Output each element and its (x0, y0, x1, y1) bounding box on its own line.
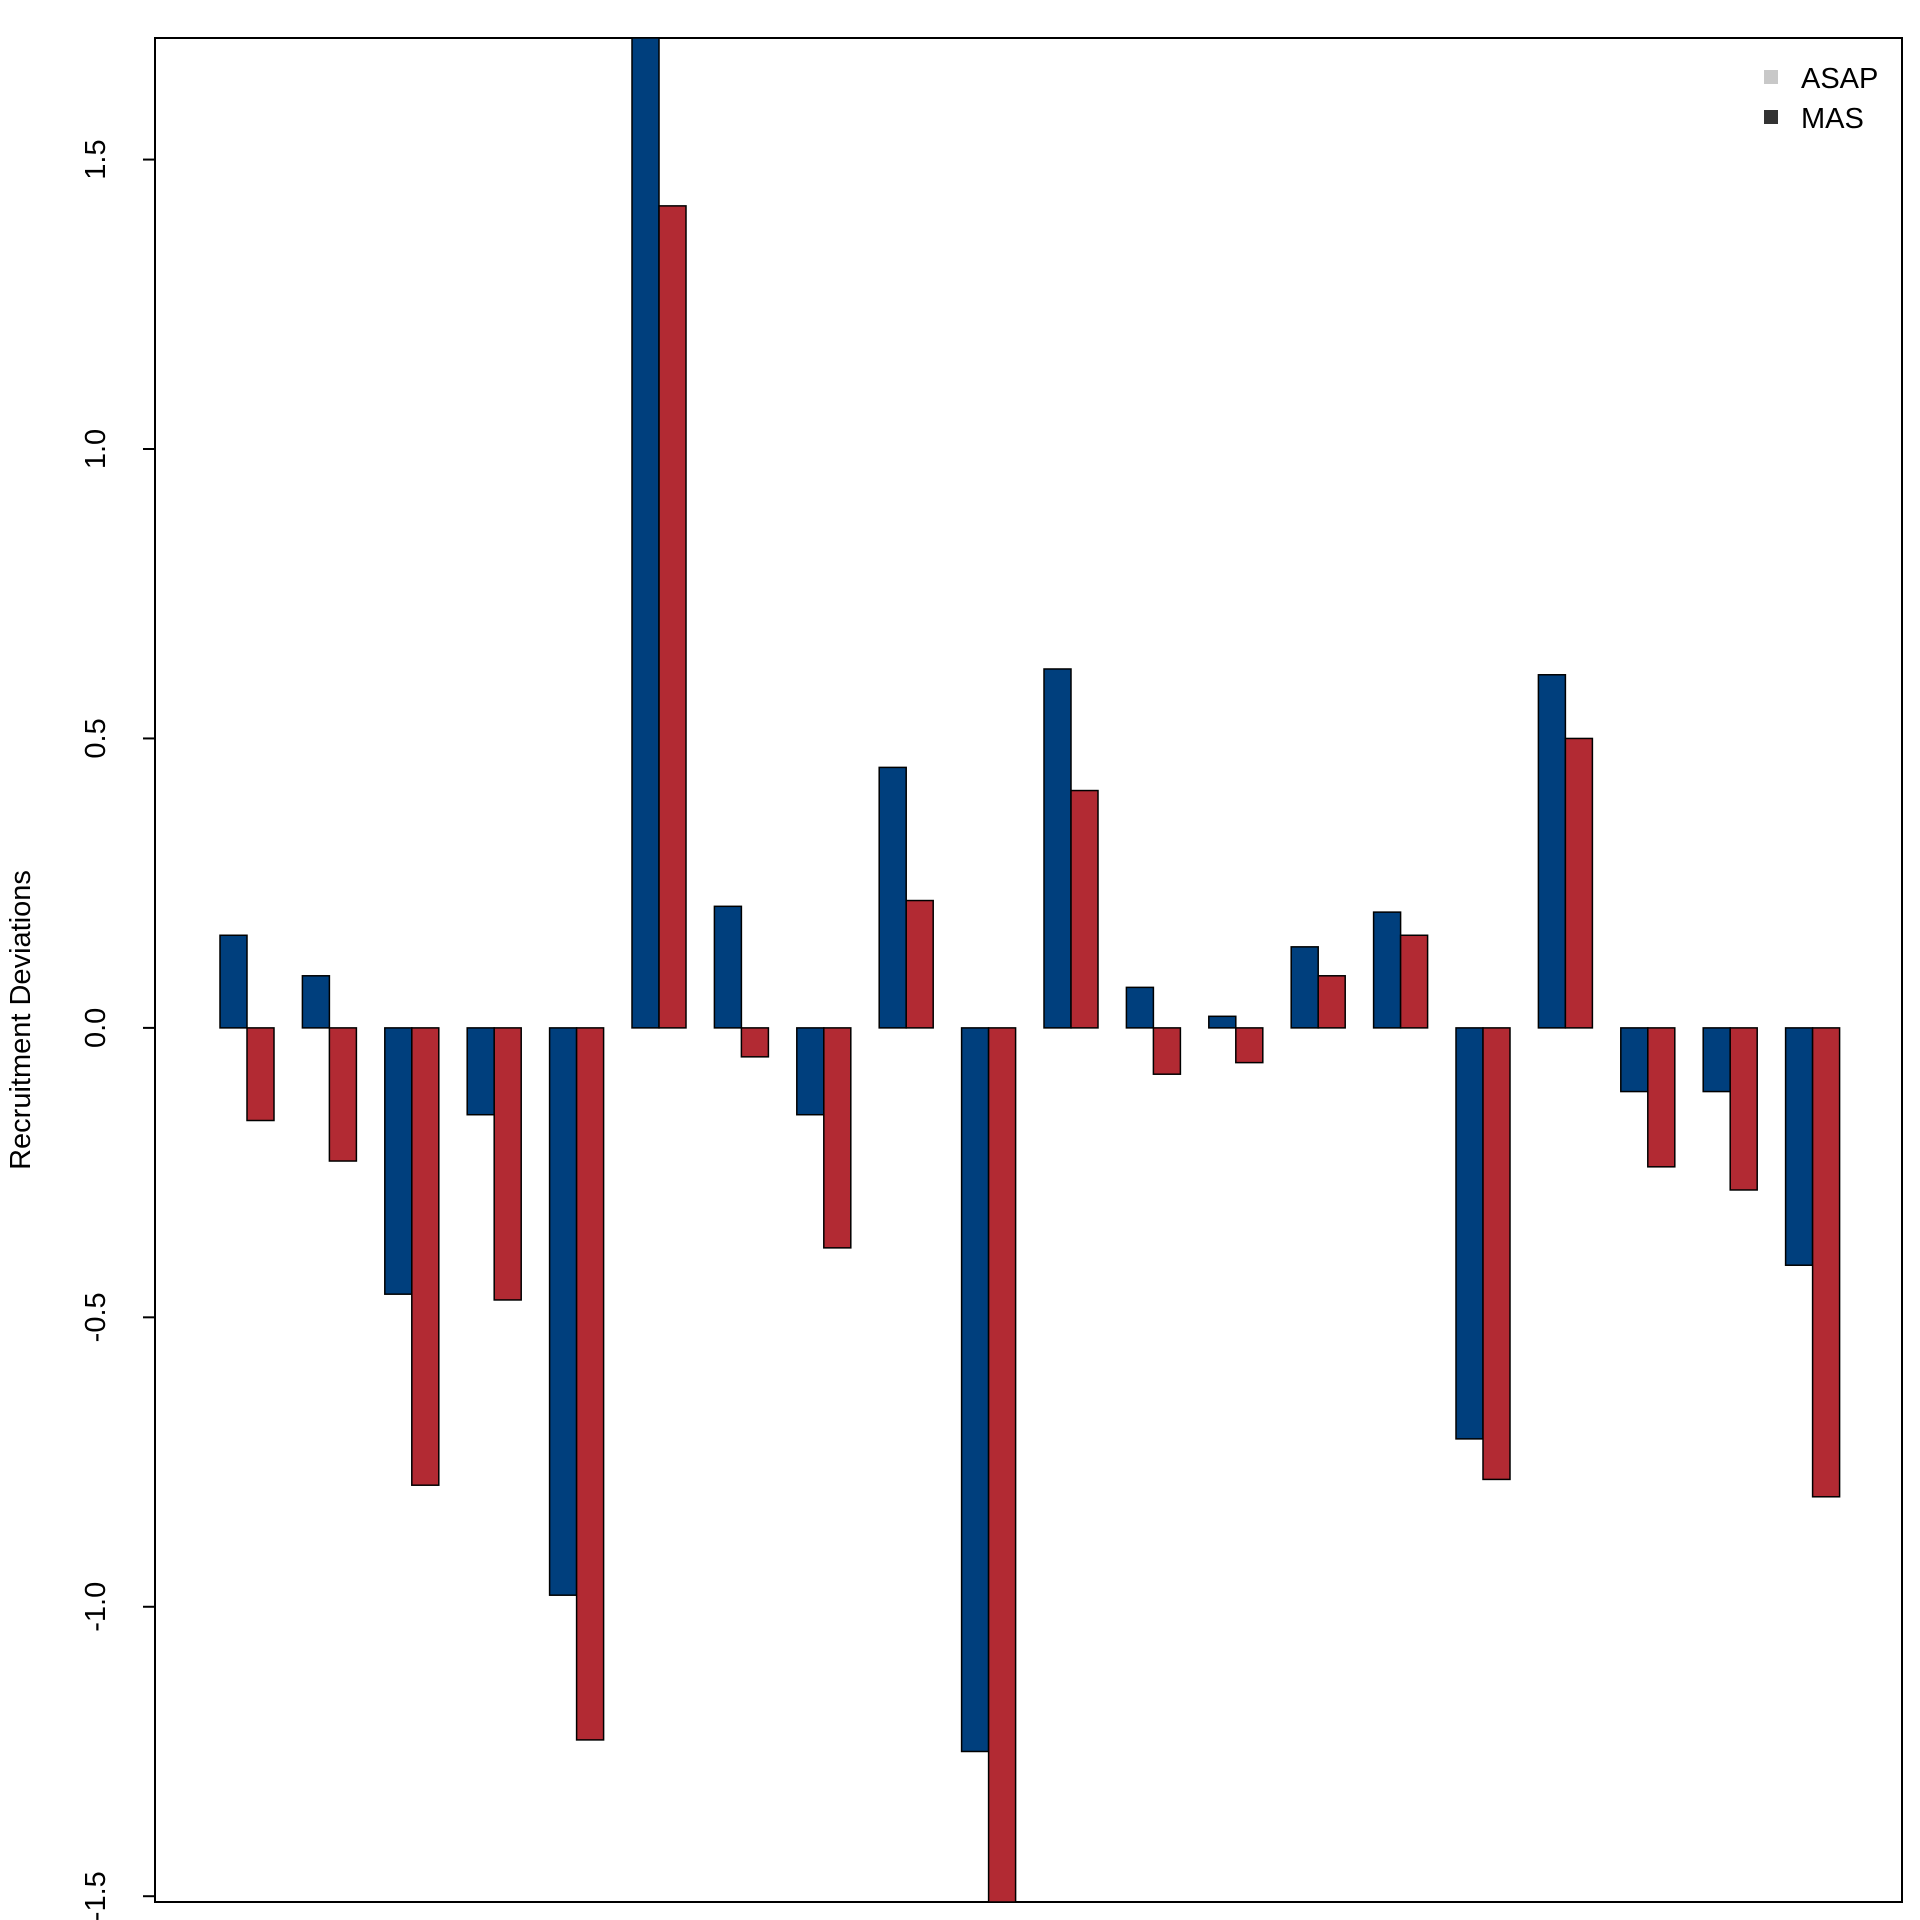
bar-series-2-group-3 (411, 1027, 440, 1486)
bar-series-1-group-8 (796, 1027, 825, 1116)
bar-series-2-group-16 (1482, 1027, 1511, 1481)
bar-series-1-group-3 (384, 1027, 413, 1295)
bar-series-2-group-10 (987, 1027, 1017, 1903)
bar-series-1-group-17 (1537, 674, 1567, 1029)
y-tick-label: -0.5 (80, 1292, 112, 1342)
bar-series-2-group-12 (1152, 1027, 1182, 1075)
bar-series-2-group-4 (493, 1027, 522, 1301)
legend-swatch-asap (1764, 70, 1778, 84)
bar-series-1-group-18 (1620, 1027, 1649, 1093)
bar-series-2-group-17 (1564, 737, 1594, 1029)
bar-series-1-group-2 (301, 975, 331, 1029)
y-axis: -1.5 -1.0 -0.5 0.0 0.5 1.0 1.5 (80, 139, 156, 1920)
bar-series-2-group-11 (1070, 789, 1099, 1029)
bar-series-1-group-12 (1125, 986, 1155, 1029)
y-tick-label: 1.0 (80, 429, 112, 469)
bar-series-2-group-19 (1729, 1027, 1758, 1191)
bar-series-2-group-6 (658, 205, 687, 1029)
bar-series-2-group-8 (823, 1027, 852, 1249)
bar-series-2-group-1 (246, 1027, 275, 1122)
bar-series-1-group-5 (548, 1027, 578, 1596)
legend-label-asap: ASAP (1801, 63, 1878, 95)
y-tick-label: 0.5 (80, 718, 112, 758)
y-tick-label: 0.0 (80, 1008, 112, 1048)
y-axis-label: Recruitment Deviations (5, 870, 37, 1170)
y-tick-label: -1.0 (80, 1582, 112, 1632)
bar-series-2-group-13 (1235, 1027, 1264, 1064)
bars (219, 37, 1841, 1903)
bar-series-1-group-13 (1208, 1015, 1237, 1029)
y-tick-label: -1.5 (80, 1871, 112, 1920)
bar-series-2-group-15 (1399, 934, 1429, 1029)
bar-series-1-group-4 (466, 1027, 495, 1116)
bar-series-2-group-7 (740, 1027, 770, 1058)
bar-series-1-group-1 (219, 934, 248, 1029)
bar-series-2-group-5 (575, 1027, 605, 1741)
bar-series-1-group-15 (1372, 911, 1402, 1029)
bar-series-1-group-11 (1043, 668, 1072, 1029)
bar-series-1-group-20 (1784, 1027, 1814, 1266)
bar-series-1-group-19 (1702, 1027, 1731, 1093)
plot-frame (154, 37, 1903, 1903)
bar-series-1-group-7 (713, 905, 743, 1029)
bar-series-1-group-9 (878, 766, 907, 1029)
bar-series-1-group-16 (1455, 1027, 1484, 1440)
y-tick-label: 1.5 (80, 139, 112, 179)
bar-series-2-group-18 (1647, 1027, 1676, 1168)
bar-series-2-group-14 (1317, 975, 1346, 1029)
bar-series-1-group-10 (960, 1027, 990, 1753)
bar-series-2-group-9 (905, 899, 934, 1029)
legend-swatch-mas (1764, 110, 1778, 124)
bar-series-1-group-14 (1290, 946, 1319, 1029)
bar-series-2-group-2 (328, 1027, 358, 1162)
bar-series-2-group-20 (1811, 1027, 1841, 1498)
bar-series-1-group-6 (631, 37, 660, 1029)
legend: ASAP MAS (1764, 63, 1878, 135)
legend-label-mas: MAS (1801, 103, 1864, 135)
